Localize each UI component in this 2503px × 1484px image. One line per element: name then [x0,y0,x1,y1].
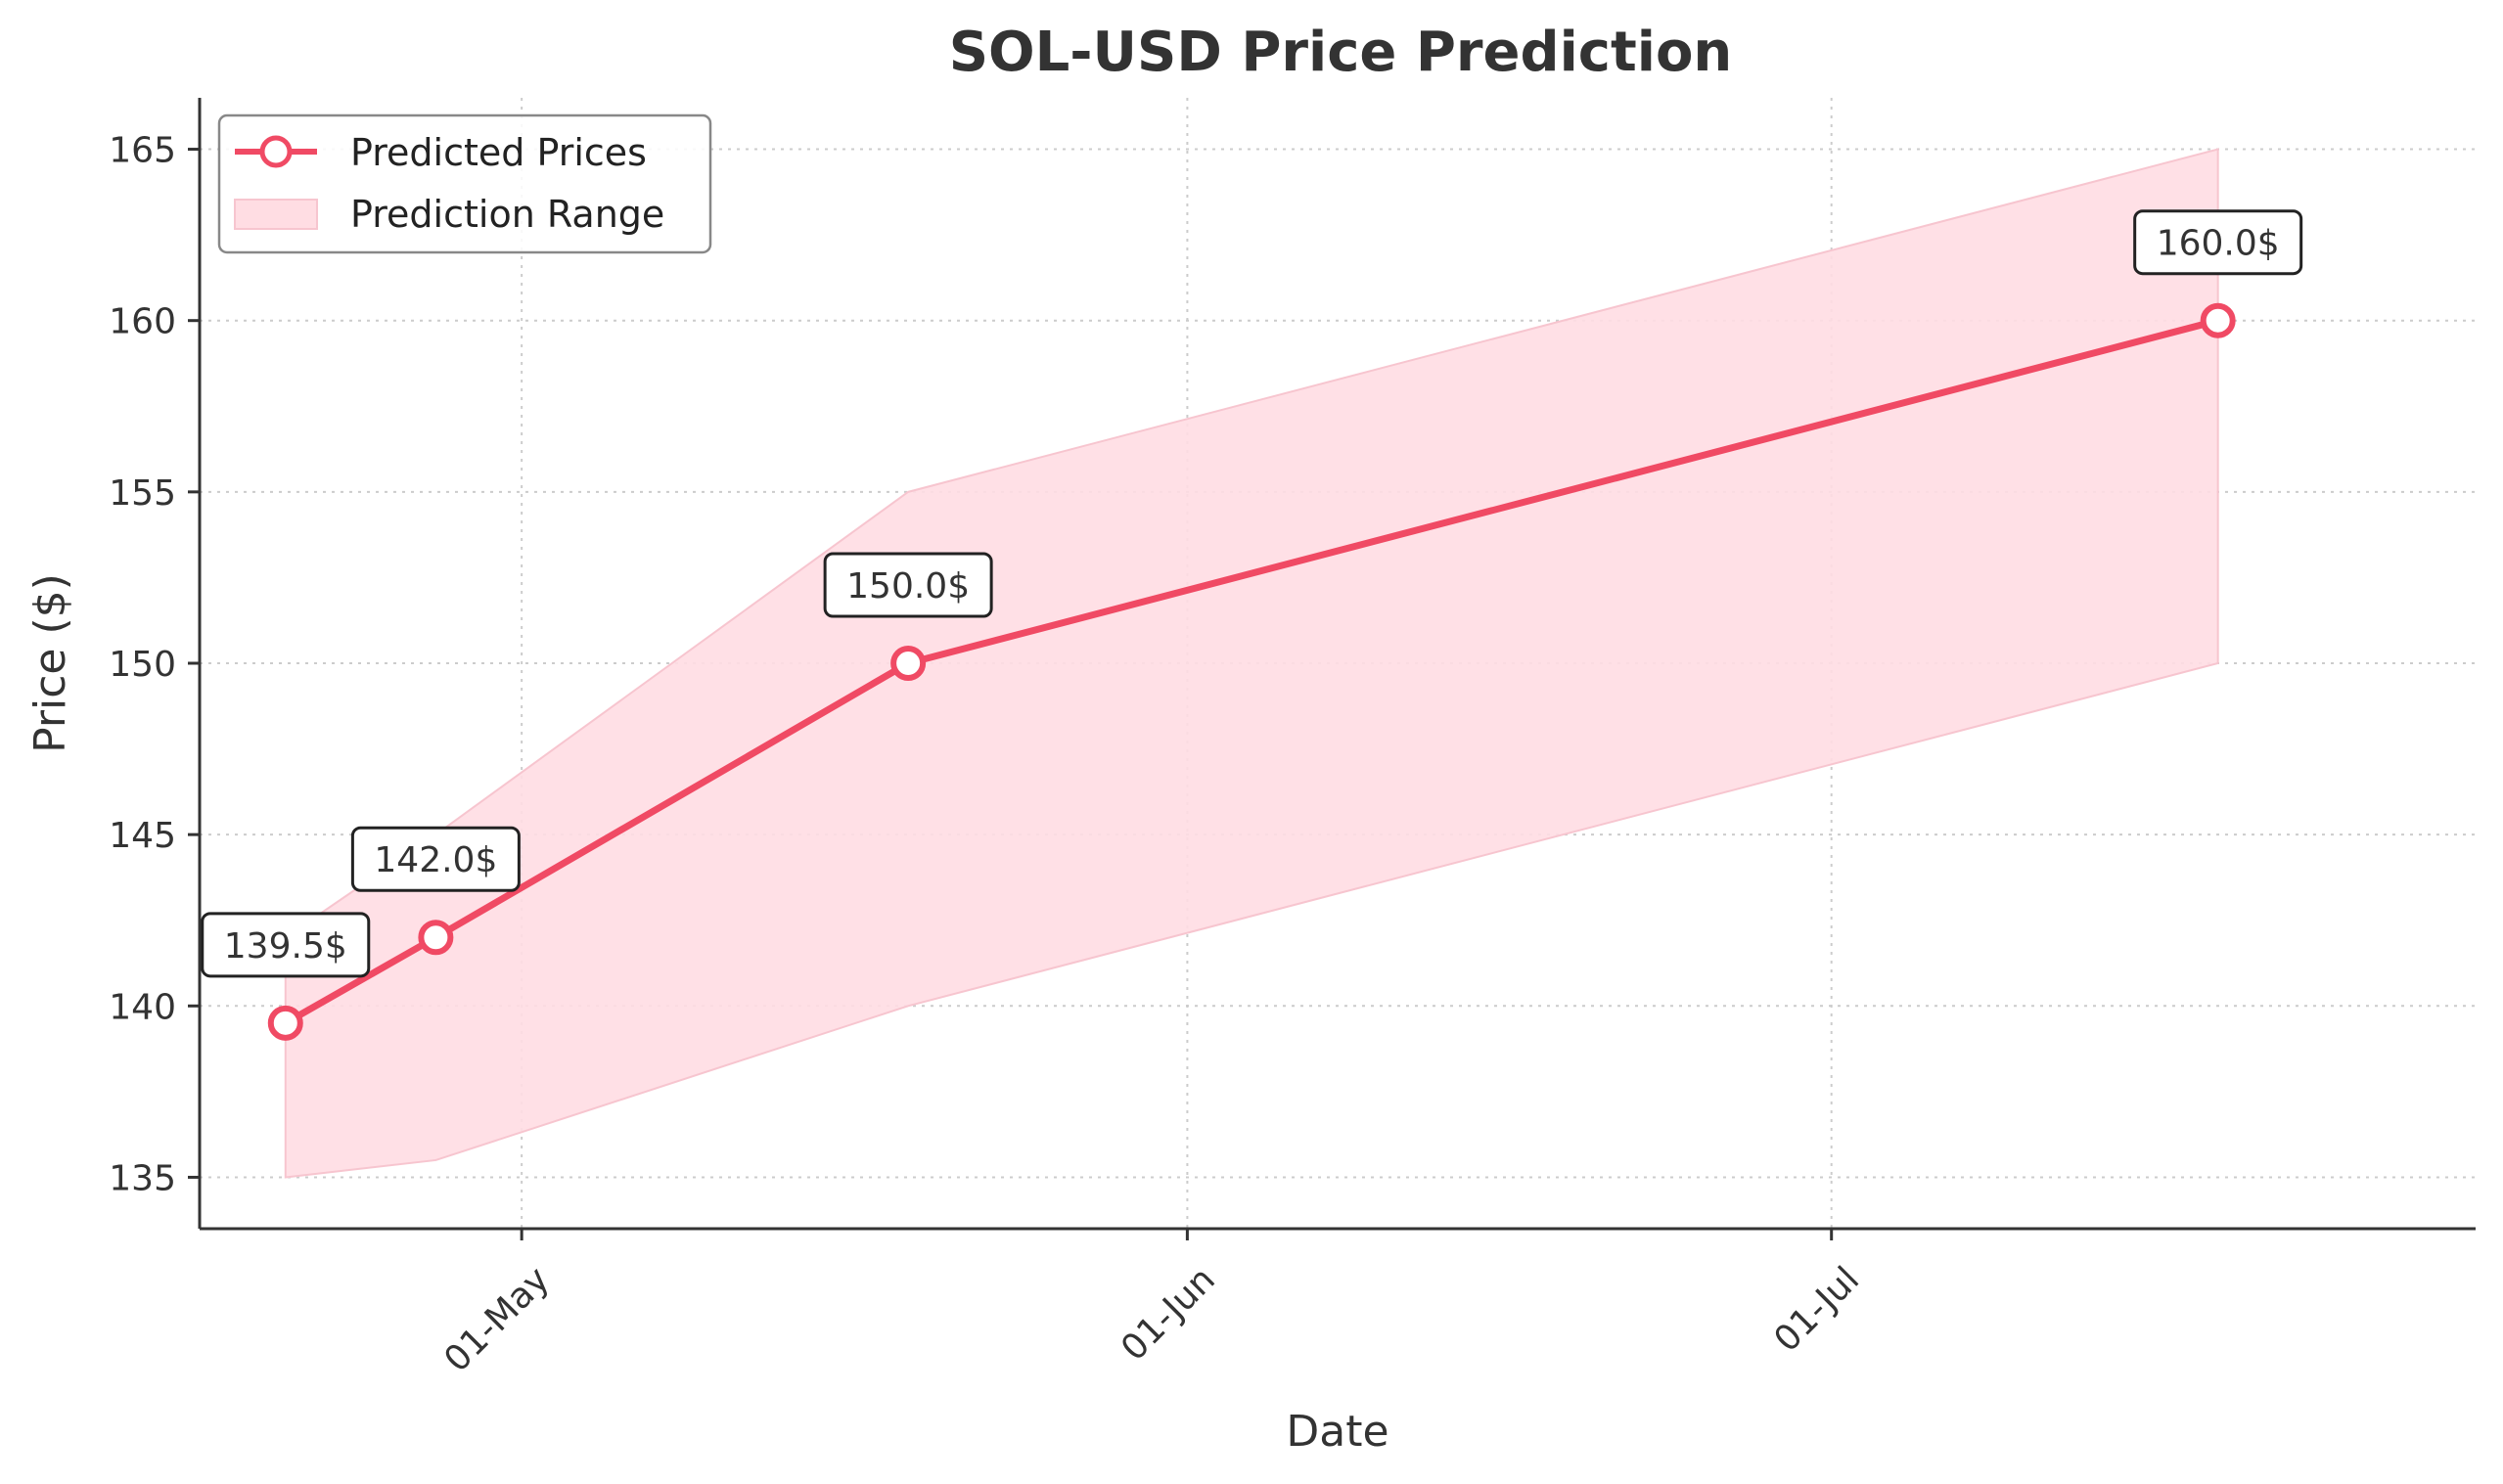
predicted-prices-line [284,317,2219,1026]
legend-marker-swatch [259,135,293,168]
legend-range-swatch [234,199,318,230]
annotation-box [201,912,371,978]
y-tick-label: 145 [109,816,176,856]
price-annotation: 160.0$ [2133,209,2303,276]
price-annotation: 142.0$ [350,826,521,892]
data-point [267,1005,303,1041]
legend-prediction-range: Prediction Range [350,193,664,236]
x-ticks: 01-May 01-Jun 01-Jul [436,1229,1867,1380]
annotation-box [350,826,521,892]
price-annotations: 139.5$ 142.0$ 150.0$ 160.0$ [201,209,2303,978]
x-tick-label: 01-May [436,1259,557,1379]
predicted-prices-polyline [284,317,2219,1026]
data-point [2200,302,2236,338]
annotation-box [2133,209,2303,276]
annotation-label: 142.0$ [374,840,497,880]
annotation-label: 160.0$ [2157,224,2280,264]
price-annotation: 139.5$ [201,912,371,978]
y-tick-label: 165 [109,131,176,171]
price-annotation: 150.0$ [823,552,993,618]
y-ticks: 135 140 145 150 155 160 165 [109,131,200,1198]
annotation-label: 150.0$ [846,566,970,607]
annotation-box [823,552,993,618]
prediction-range-band [284,148,2219,1179]
prediction-range-area [284,148,2219,1179]
y-tick-label: 150 [109,645,176,685]
y-tick-label: 140 [109,987,176,1027]
legend-predicted-prices: Predicted Prices [350,131,647,174]
legend-box [217,113,712,254]
y-axis-title: Price ($) [25,573,75,753]
data-point [890,646,927,681]
annotation-label: 139.5$ [224,926,347,967]
predicted-price-points [267,302,2236,1041]
legend: Predicted Prices Prediction Range [217,113,712,254]
y-tick-label: 135 [109,1158,176,1198]
chart-title: SOL-USD Price Prediction [949,21,1733,84]
y-tick-label: 160 [109,302,176,342]
x-axis-title: Date [1286,1407,1388,1457]
data-point [418,920,454,956]
x-tick-label: 01-Jun [1114,1259,1223,1369]
y-tick-label: 155 [109,473,176,514]
x-tick-label: 01-Jul [1766,1259,1867,1360]
